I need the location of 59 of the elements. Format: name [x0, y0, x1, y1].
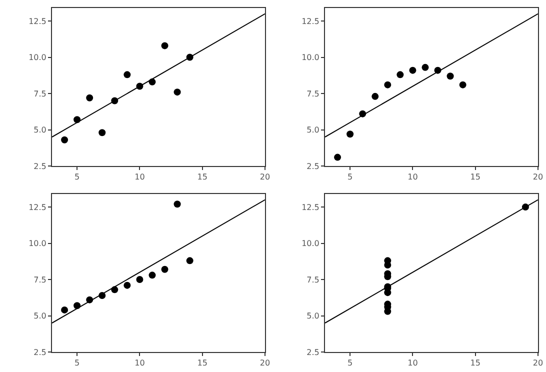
- point: [409, 66, 416, 74]
- point: [161, 42, 168, 50]
- point: [61, 136, 68, 144]
- x-tick-label: 5: [74, 358, 80, 368]
- point: [136, 276, 144, 284]
- point: [86, 94, 94, 102]
- x-tick-label: 20: [260, 358, 270, 368]
- y-tick-label: 7.5: [306, 275, 320, 284]
- y-tick-label: 10.0: [28, 53, 46, 62]
- y-tick-label: 7.5: [34, 275, 46, 284]
- point: [446, 72, 454, 80]
- y-tick-label: 12.5: [28, 202, 46, 212]
- point: [459, 81, 466, 88]
- x-tick-label: 5: [74, 172, 80, 182]
- x-tick-label: 15: [197, 358, 208, 368]
- x-tick-label: 15: [470, 172, 480, 182]
- y-tick-label: 2.5: [34, 162, 46, 171]
- y-tick-label: 12.5: [302, 202, 320, 212]
- y-tick-label: 2.5: [34, 348, 46, 357]
- point: [396, 71, 404, 78]
- y-tick-label: 5.0: [34, 312, 46, 321]
- y-tick-label: 5.0: [306, 126, 320, 135]
- y-tick-label: 5.0: [34, 126, 46, 135]
- y-tick-label: 10.0: [302, 239, 320, 248]
- x-tick-label: 20: [532, 358, 544, 368]
- x-tick-label: 5: [348, 172, 353, 182]
- y-tick-label: 10.0: [28, 239, 46, 248]
- point: [98, 129, 106, 136]
- point: [124, 71, 131, 78]
- x-tick-label: 15: [197, 172, 208, 182]
- x-tick-label: 10: [408, 358, 418, 368]
- y-tick-label: 12.5: [302, 16, 320, 26]
- x-tick-label: 5: [348, 358, 353, 368]
- point: [422, 64, 429, 71]
- point: [384, 262, 392, 269]
- x-tick-label: 15: [470, 358, 480, 368]
- x-tick-label: 10: [134, 172, 145, 182]
- y-tick-label: 2.5: [306, 162, 320, 171]
- y-tick-label: 5.0: [306, 312, 320, 321]
- point: [174, 88, 181, 96]
- y-tick-label: 12.5: [28, 16, 46, 26]
- y-tick-label: 2.5: [306, 348, 320, 357]
- x-tick-label: 10: [408, 172, 418, 182]
- point: [372, 92, 379, 100]
- point: [384, 81, 392, 88]
- point: [61, 306, 68, 314]
- point: [174, 200, 181, 208]
- point: [334, 154, 342, 161]
- point: [124, 282, 131, 289]
- point: [186, 257, 194, 264]
- y-tick-label: 10.0: [302, 53, 320, 62]
- y-tick-label: 7.5: [306, 89, 320, 98]
- point: [346, 130, 354, 138]
- x-tick-label: 20: [260, 172, 270, 182]
- point: [161, 266, 168, 273]
- y-tick-label: 7.5: [34, 89, 46, 98]
- point: [148, 272, 156, 279]
- x-tick-label: 20: [532, 172, 544, 182]
- x-tick-label: 10: [134, 358, 145, 368]
